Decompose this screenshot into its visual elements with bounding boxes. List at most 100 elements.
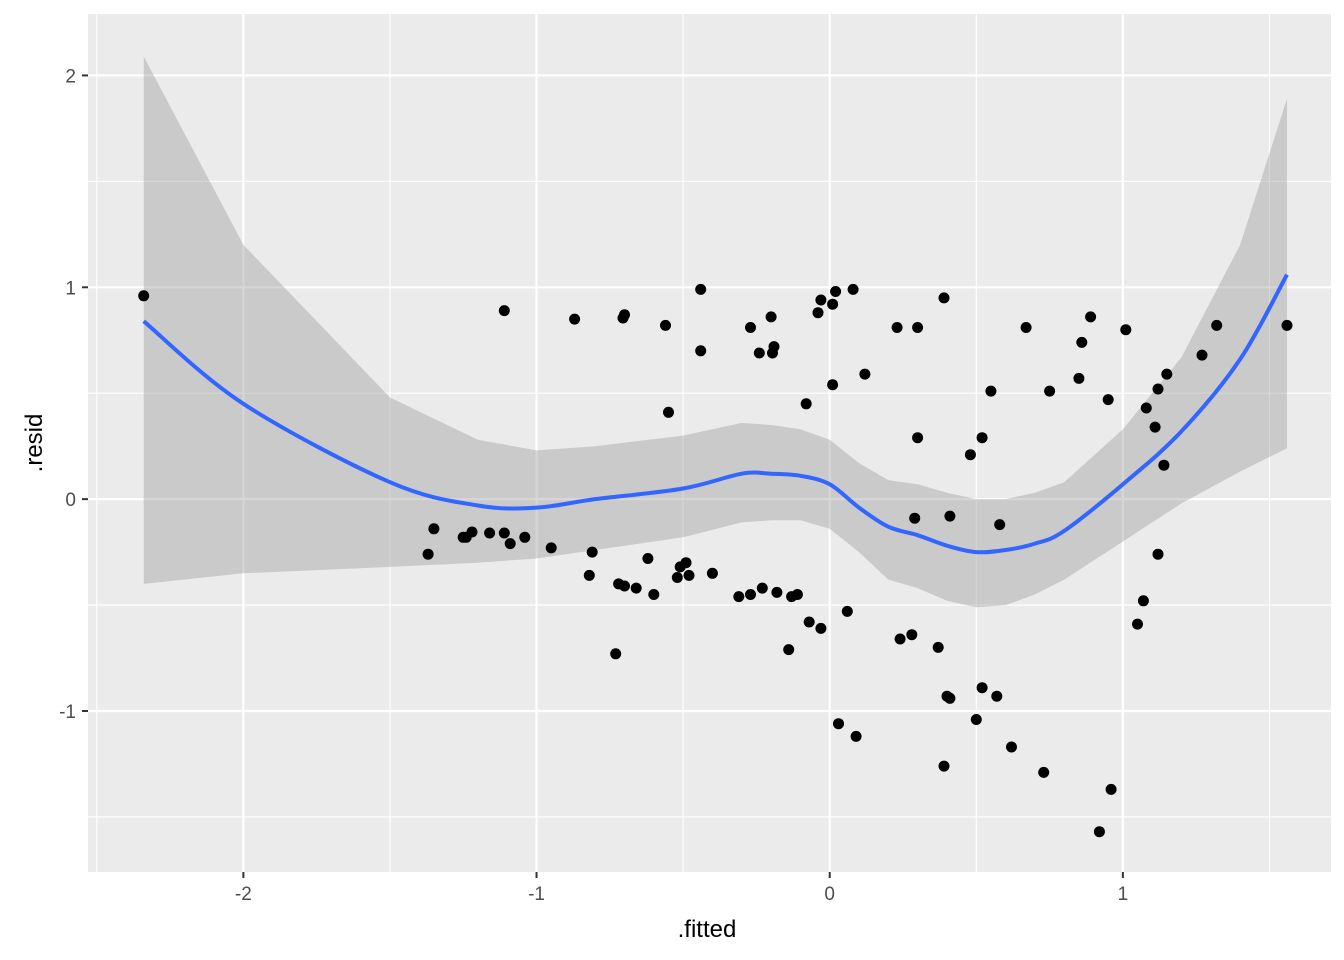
data-point bbox=[833, 718, 844, 730]
data-point bbox=[841, 605, 853, 617]
data-point bbox=[859, 368, 871, 380]
data-point bbox=[944, 692, 956, 704]
data-point bbox=[695, 345, 707, 357]
y-tick-label: 1 bbox=[65, 278, 76, 299]
data-point bbox=[765, 311, 777, 323]
data-point bbox=[519, 531, 531, 543]
data-point bbox=[617, 312, 629, 324]
data-point bbox=[815, 622, 827, 634]
data-point bbox=[630, 582, 642, 594]
x-tick-label: -2 bbox=[235, 884, 252, 905]
data-point bbox=[850, 730, 862, 742]
data-point bbox=[648, 589, 660, 600]
x-tick-label: -1 bbox=[528, 884, 545, 905]
data-point bbox=[671, 572, 683, 583]
data-point bbox=[504, 538, 516, 550]
x-axis: -2 -1 0 1 bbox=[235, 872, 1128, 905]
data-point bbox=[706, 567, 718, 579]
data-point bbox=[1161, 368, 1173, 380]
data-point bbox=[964, 449, 976, 461]
x-tick-label: 0 bbox=[824, 884, 835, 905]
y-tick-label: 2 bbox=[65, 66, 76, 87]
data-point bbox=[815, 294, 827, 306]
data-point bbox=[1044, 385, 1056, 397]
data-point bbox=[976, 682, 988, 694]
data-point bbox=[1137, 595, 1149, 607]
data-point bbox=[1132, 618, 1143, 630]
data-point bbox=[610, 648, 622, 660]
data-point bbox=[783, 644, 795, 656]
data-point bbox=[683, 569, 695, 581]
data-point bbox=[991, 690, 1003, 702]
confidence-band bbox=[143, 56, 1288, 608]
grid-major bbox=[88, 14, 1331, 872]
data-point bbox=[909, 512, 921, 524]
data-point bbox=[976, 432, 988, 444]
data-point bbox=[830, 286, 842, 297]
data-point bbox=[756, 582, 768, 594]
data-point bbox=[1211, 319, 1223, 331]
data-point bbox=[733, 591, 745, 603]
data-point bbox=[1105, 783, 1117, 795]
data-point bbox=[847, 283, 859, 295]
smooth-line bbox=[142, 273, 1289, 555]
data-point bbox=[545, 542, 557, 554]
data-point bbox=[1120, 324, 1132, 336]
data-points bbox=[138, 283, 1293, 838]
data-point bbox=[1085, 311, 1097, 323]
data-point bbox=[753, 347, 765, 359]
data-point bbox=[812, 307, 824, 319]
data-point bbox=[1152, 548, 1164, 560]
data-point bbox=[994, 519, 1006, 531]
data-point bbox=[745, 589, 756, 600]
data-point bbox=[985, 385, 997, 397]
y-tick-label: 0 bbox=[65, 490, 76, 511]
data-point bbox=[1152, 383, 1164, 395]
data-point bbox=[484, 527, 496, 539]
data-point bbox=[1158, 459, 1170, 471]
data-point bbox=[1093, 826, 1105, 838]
data-point bbox=[803, 616, 815, 628]
data-point bbox=[938, 760, 950, 772]
y-tick-label: -1 bbox=[59, 702, 76, 723]
data-point bbox=[912, 322, 924, 333]
y-axis-title: .resid bbox=[21, 414, 48, 473]
data-point bbox=[138, 290, 150, 302]
data-point bbox=[800, 398, 812, 410]
data-point bbox=[906, 629, 918, 641]
data-point bbox=[891, 322, 903, 333]
data-point bbox=[569, 313, 581, 325]
data-point bbox=[827, 298, 839, 310]
data-point bbox=[498, 305, 510, 317]
data-point bbox=[1140, 402, 1152, 414]
data-point bbox=[1006, 741, 1017, 753]
data-point bbox=[1073, 372, 1085, 384]
data-point bbox=[586, 546, 598, 558]
data-point bbox=[660, 319, 671, 331]
data-point bbox=[791, 589, 803, 600]
data-point bbox=[498, 527, 510, 539]
data-point bbox=[422, 548, 434, 560]
data-point bbox=[642, 553, 654, 564]
data-point bbox=[827, 379, 839, 391]
data-point bbox=[771, 586, 783, 598]
data-point bbox=[1038, 766, 1050, 778]
x-axis-title: .fitted bbox=[678, 916, 737, 943]
data-point bbox=[583, 569, 595, 581]
data-point bbox=[1076, 336, 1088, 348]
data-point bbox=[1196, 349, 1208, 361]
data-point bbox=[944, 510, 956, 522]
data-point bbox=[680, 557, 692, 569]
y-axis: -1 0 1 2 bbox=[59, 66, 88, 723]
data-point bbox=[1149, 421, 1161, 433]
x-tick-label: 1 bbox=[1118, 884, 1129, 905]
data-point bbox=[663, 406, 674, 418]
data-point bbox=[1020, 322, 1032, 333]
data-point bbox=[938, 292, 950, 304]
data-point bbox=[1102, 394, 1114, 406]
data-point bbox=[912, 432, 924, 444]
data-point bbox=[894, 633, 906, 645]
data-point bbox=[1281, 319, 1293, 331]
data-point bbox=[695, 283, 707, 295]
